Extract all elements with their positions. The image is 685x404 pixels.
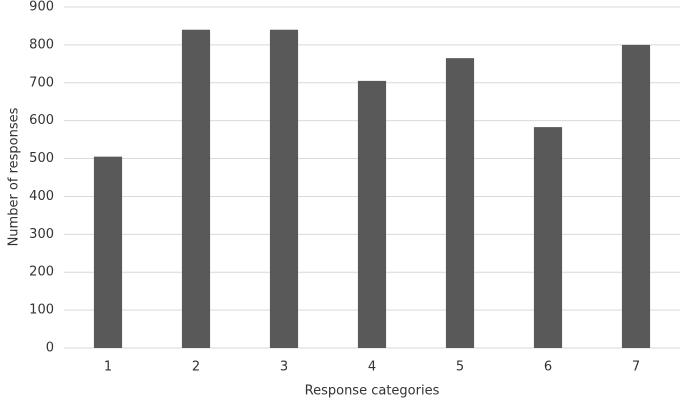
x-tick-label: 6 — [544, 360, 552, 375]
x-tick-label: 7 — [632, 360, 640, 375]
y-axis-label: Number of responses — [7, 107, 22, 246]
x-tick-label: 4 — [368, 360, 376, 375]
x-axis-label: Response categories — [305, 384, 440, 399]
bar — [445, 58, 475, 349]
y-tick-label: 300 — [29, 227, 54, 242]
bar — [93, 156, 123, 348]
x-tick-label: 2 — [192, 360, 200, 375]
bar — [181, 29, 211, 348]
x-tick-label: 3 — [280, 360, 288, 375]
y-tick-label: 700 — [29, 75, 54, 90]
x-tick-label: 5 — [456, 360, 464, 375]
bar — [621, 44, 651, 349]
y-tick-label: 800 — [29, 37, 54, 52]
y-tick-label: 600 — [29, 113, 54, 128]
y-tick-label: 400 — [29, 189, 54, 204]
bar — [269, 29, 299, 348]
y-tick-label: 0 — [46, 341, 54, 356]
bar — [533, 127, 563, 348]
y-tick-label: 900 — [29, 0, 54, 15]
bar — [357, 80, 387, 348]
y-tick-label: 100 — [29, 303, 54, 318]
y-tick-label: 200 — [29, 265, 54, 280]
y-tick-label: 500 — [29, 151, 54, 166]
x-tick-label: 1 — [104, 360, 112, 375]
